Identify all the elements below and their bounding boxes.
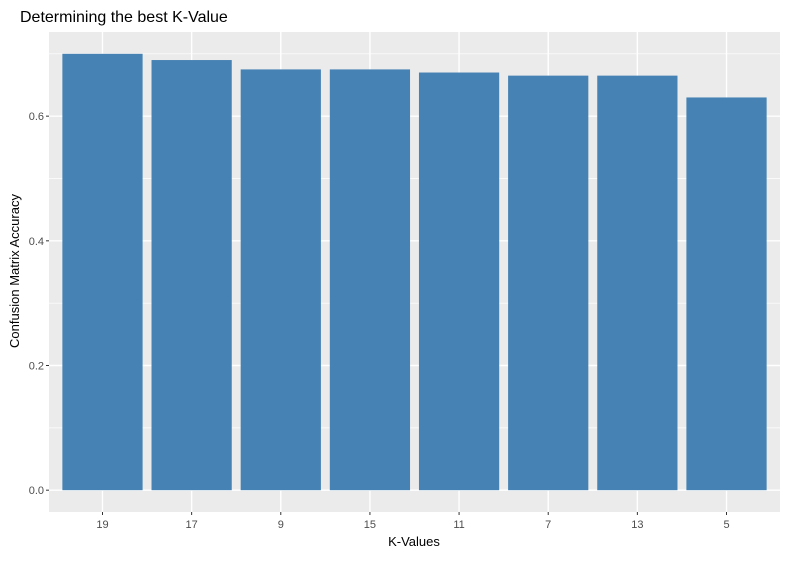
y-axis: 0.0 0.2 0.4 0.6 xyxy=(29,111,49,497)
x-tick-label: 19 xyxy=(96,519,108,531)
x-tick-label: 15 xyxy=(364,519,376,531)
x-tick-label: 9 xyxy=(278,519,284,531)
x-tick-label: 11 xyxy=(453,519,464,531)
x-axis: 19 17 9 15 11 7 13 5 xyxy=(96,512,730,531)
x-tick-label: 13 xyxy=(631,519,643,531)
bar-19 xyxy=(62,53,143,491)
y-tick-label: 0.4 xyxy=(29,236,44,248)
y-tick-label: 0.6 xyxy=(29,111,44,123)
x-tick-label: 17 xyxy=(186,519,198,531)
bar-13 xyxy=(597,75,678,491)
x-tick-label: 7 xyxy=(545,519,551,531)
bar-9 xyxy=(240,69,321,491)
x-axis-title: K-Values xyxy=(388,534,440,549)
y-tick-label: 0.2 xyxy=(29,361,44,373)
bars xyxy=(62,53,767,491)
y-tick-label: 0.0 xyxy=(29,485,44,497)
bar-17 xyxy=(151,60,232,491)
bar-11 xyxy=(418,72,500,491)
bar-5 xyxy=(686,97,767,491)
y-axis-title: Confusion Matrix Accuracy xyxy=(7,194,22,348)
chart-title: Determining the best K-Value xyxy=(20,9,228,26)
x-tick-label: 5 xyxy=(723,519,729,531)
bar-7 xyxy=(508,75,589,491)
bar-15 xyxy=(329,69,411,491)
